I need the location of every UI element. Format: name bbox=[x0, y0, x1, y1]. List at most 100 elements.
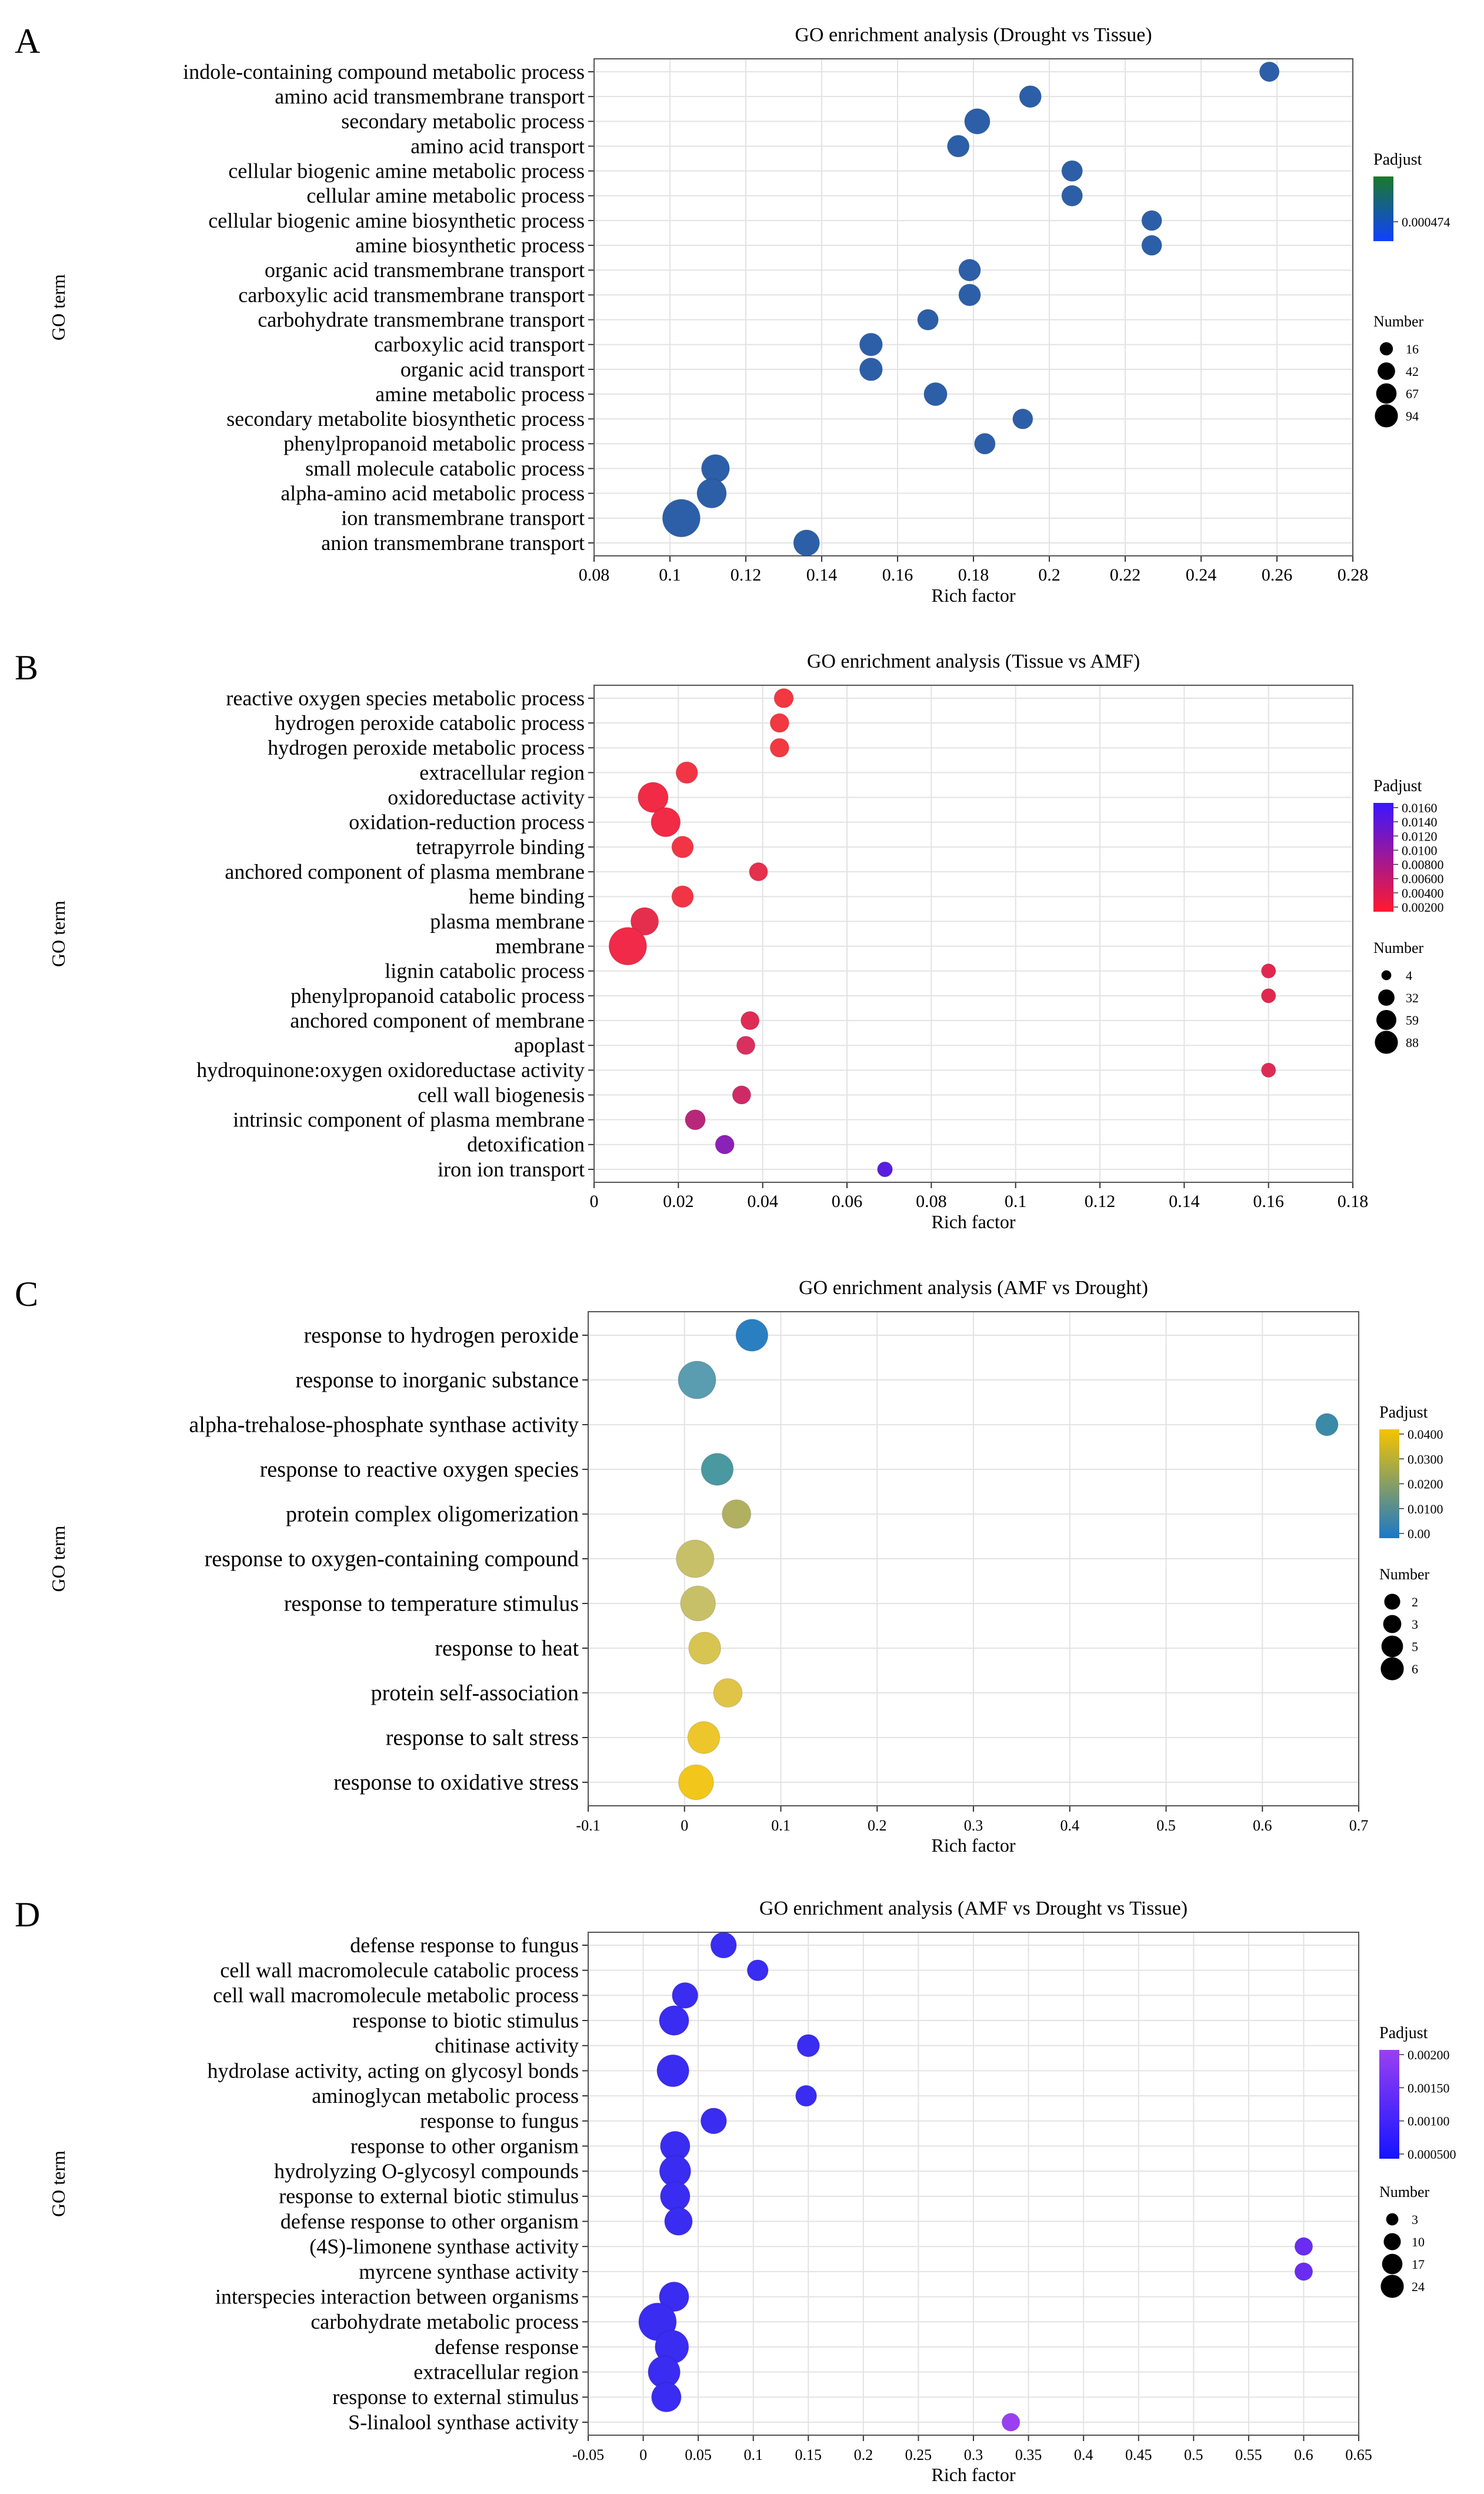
y-tick-label: defense response to other organism bbox=[281, 2209, 579, 2233]
y-tick-label: cell wall macromolecule metabolic proces… bbox=[213, 1983, 579, 2007]
y-tick-label: response to biotic stimulus bbox=[352, 2009, 579, 2032]
number-legend-dot bbox=[1378, 362, 1395, 380]
panel-letter: B bbox=[15, 648, 38, 687]
data-point bbox=[859, 357, 883, 381]
padjust-colorbar bbox=[1379, 1429, 1399, 1538]
chart-panel-d: D GO enrichment analysis (AMF vs Drought … bbox=[15, 1895, 1456, 2485]
x-tick-label: 0.04 bbox=[747, 1192, 778, 1211]
x-tick-label: 0.16 bbox=[1253, 1192, 1284, 1211]
y-tick-label: ion transmembrane transport bbox=[341, 506, 585, 530]
chart-panel-c: C GO enrichment analysis (AMF vs Drought)… bbox=[15, 1275, 1443, 1856]
data-point bbox=[638, 782, 669, 813]
chart-title: GO enrichment analysis (Drought vs Tissu… bbox=[795, 24, 1152, 46]
y-tick-label: interspecies interaction between organis… bbox=[215, 2285, 579, 2308]
data-point bbox=[958, 284, 981, 306]
x-tick-label: 0.05 bbox=[685, 2446, 712, 2463]
y-tick-label: response to oxygen-containing compound bbox=[205, 1547, 579, 1572]
x-tick-label: 0.5 bbox=[1184, 2446, 1203, 2463]
data-point bbox=[958, 259, 981, 282]
colorbar-tick-label: 0.00150 bbox=[1408, 2080, 1450, 2095]
data-point bbox=[1260, 1062, 1276, 1078]
x-axis-label: Rich factor bbox=[931, 1835, 1015, 1856]
y-tick-label: small molecule catabolic process bbox=[305, 456, 585, 480]
data-point bbox=[1294, 2237, 1313, 2256]
number-legend-label: 42 bbox=[1406, 364, 1419, 379]
number-legend-dot bbox=[1381, 1635, 1403, 1658]
padjust-colorbar bbox=[1373, 803, 1393, 912]
plot-border bbox=[588, 1932, 1359, 2436]
y-tick-label: protein complex oligomerization bbox=[286, 1502, 579, 1527]
number-legend-label: 32 bbox=[1406, 991, 1419, 1005]
number-legend-dot bbox=[1386, 2213, 1399, 2226]
x-tick-label: 0.6 bbox=[1253, 1817, 1272, 1834]
number-legend-label: 16 bbox=[1406, 342, 1419, 356]
y-tick-label: apoplast bbox=[514, 1033, 585, 1057]
padjust-legend-title: Padjust bbox=[1373, 777, 1422, 795]
plot-area bbox=[593, 685, 1353, 1183]
colorbar-tick-label: 0.00100 bbox=[1408, 2114, 1450, 2129]
y-tick-label: response to other organism bbox=[351, 2134, 579, 2158]
x-tick-label: 0.15 bbox=[795, 2446, 822, 2463]
data-point bbox=[1001, 2413, 1021, 2432]
data-point bbox=[671, 885, 694, 908]
number-legend-dot bbox=[1376, 1009, 1397, 1031]
y-tick-label: indole-containing compound metabolic pro… bbox=[183, 60, 585, 84]
x-tick-label: 0.24 bbox=[1186, 565, 1217, 585]
y-tick-label: response to external biotic stimulus bbox=[279, 2185, 579, 2208]
x-tick-label: 0.16 bbox=[882, 565, 913, 585]
y-tick-label: secondary metabolic process bbox=[341, 109, 585, 133]
number-legend-title: Number bbox=[1379, 2183, 1430, 2200]
data-point bbox=[608, 927, 647, 966]
padjust-colorbar bbox=[1373, 176, 1393, 241]
data-point bbox=[1061, 185, 1083, 206]
data-point bbox=[974, 433, 996, 455]
y-tick-label: alpha-amino acid metabolic process bbox=[281, 482, 585, 505]
number-legend-label: 5 bbox=[1412, 1639, 1418, 1654]
y-tick-label: hydrogen peroxide catabolic process bbox=[275, 711, 585, 735]
y-tick-label: plasma membrane bbox=[430, 909, 585, 933]
y-tick-label: oxidoreductase activity bbox=[388, 786, 585, 809]
data-point bbox=[701, 1453, 734, 1486]
data-point bbox=[672, 1982, 699, 2009]
number-legend-dot bbox=[1380, 1657, 1404, 1681]
number-legend-label: 94 bbox=[1406, 409, 1419, 424]
x-tick-label: 0.14 bbox=[806, 565, 838, 585]
x-tick-label: 0.3 bbox=[964, 2446, 983, 2463]
x-axis-label: Rich factor bbox=[931, 585, 1015, 606]
data-point bbox=[1012, 408, 1033, 429]
padjust-legend-title: Padjust bbox=[1379, 2024, 1428, 2042]
x-tick-label: 0.2 bbox=[868, 1817, 887, 1834]
chart-panel-b: B GO enrichment analysis (Tissue vs AMF) 0… bbox=[15, 648, 1444, 1232]
data-point bbox=[947, 135, 970, 158]
number-legend-title: Number bbox=[1373, 939, 1424, 956]
y-tick-label: cellular biogenic amine metabolic proces… bbox=[228, 159, 585, 183]
x-tick-label: 0 bbox=[639, 2446, 647, 2463]
data-point bbox=[696, 478, 727, 509]
y-tick-label: anchored component of plasma membrane bbox=[225, 860, 585, 883]
y-tick-label: response to temperature stimulus bbox=[284, 1592, 579, 1616]
y-tick-label: (4S)-limonene synthase activity bbox=[309, 2235, 579, 2258]
y-tick-label: carboxylic acid transmembrane transport bbox=[238, 283, 585, 306]
y-tick-label: detoxification bbox=[467, 1133, 585, 1156]
y-tick-label: organic acid transport bbox=[401, 358, 585, 381]
plot-border bbox=[588, 1311, 1359, 1806]
data-point bbox=[685, 1109, 706, 1131]
y-tick-label: response to fungus bbox=[420, 2109, 579, 2133]
y-tick-label: S-linalool synthase activity bbox=[348, 2410, 579, 2434]
colorbar-tick-label: 0.0100 bbox=[1402, 843, 1438, 858]
data-point bbox=[796, 2034, 820, 2058]
y-tick-label: phenylpropanoid metabolic process bbox=[284, 432, 585, 455]
colorbar-tick-label: 0.0400 bbox=[1408, 1427, 1443, 1442]
y-tick-label: hydrolyzing O-glycosyl compounds bbox=[274, 2159, 579, 2183]
colorbar-tick-label: 0.000500 bbox=[1408, 2147, 1456, 2162]
x-tick-label: 0.1 bbox=[743, 2446, 763, 2463]
colorbar-tick-label: 0.0200 bbox=[1408, 1477, 1443, 1492]
y-tick-label: anion transmembrane transport bbox=[321, 531, 585, 555]
x-tick-label: 0.3 bbox=[964, 1817, 983, 1834]
y-tick-label: carboxylic acid transport bbox=[374, 333, 585, 356]
chart-title: GO enrichment analysis (AMF vs Drought) bbox=[799, 1277, 1148, 1299]
data-point bbox=[722, 1499, 752, 1529]
data-point bbox=[732, 1085, 751, 1105]
number-legend-dot bbox=[1378, 989, 1395, 1006]
